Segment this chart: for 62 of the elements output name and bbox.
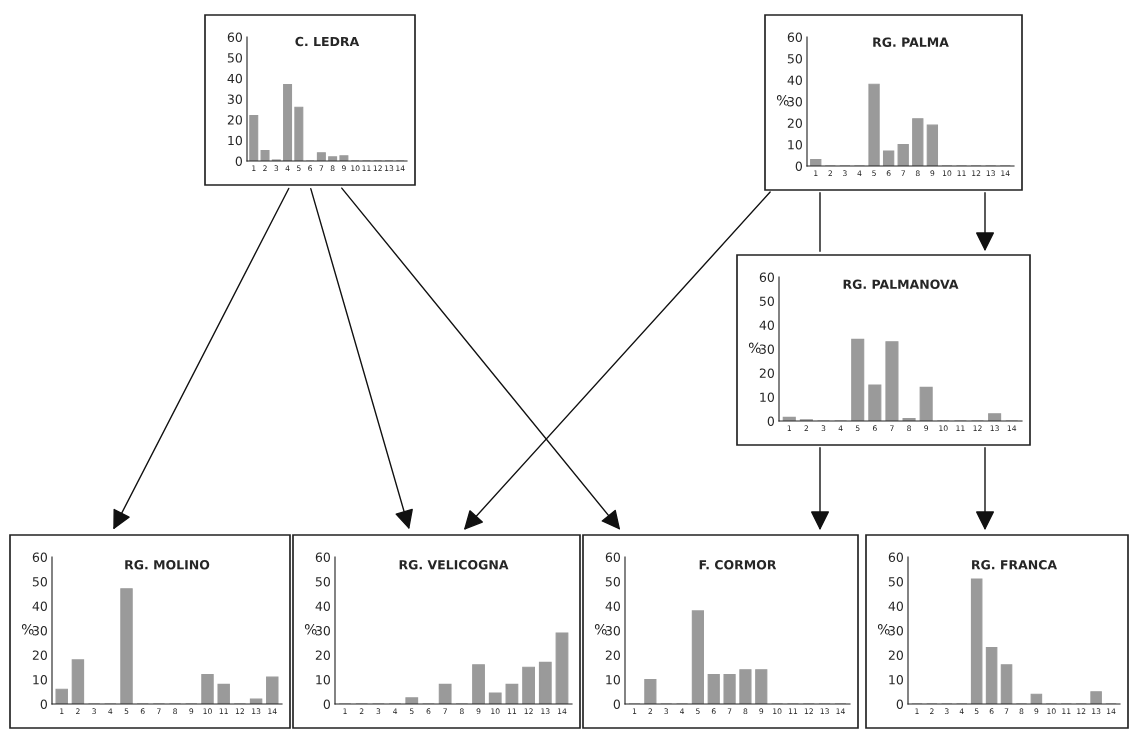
y-tick-label: 30 [605,625,620,636]
y-tick-label: 40 [888,601,903,611]
chart-title: RG. VELICOGNA [399,559,509,570]
chart-title: RG. PALMA [873,37,949,47]
y-tick-label: 60 [759,272,774,282]
y-tick-label: 10 [889,674,903,685]
y-tick-label: 10 [33,674,47,685]
y-tick-label: 0 [40,699,47,709]
y-tick-label: 0 [235,156,242,166]
y-tick-label: 60 [787,32,802,42]
y-tick-label: 10 [788,139,802,150]
chart-title: C. LEDRA [295,36,360,47]
y-tick-label: 60 [315,552,330,562]
y-axis-title: % [776,95,789,106]
y-tick-label: 30 [315,625,330,636]
y-tick-label: 40 [32,601,47,611]
y-tick-label: 20 [227,115,242,125]
chart-title: F. CORMOR [699,559,777,570]
y-tick-label: 20 [315,650,330,660]
y-tick-label: 40 [759,320,774,330]
y-tick-label: 50 [787,53,802,64]
y-tick-label: 20 [787,118,802,128]
y-tick-label: 40 [315,601,330,611]
y-tick-label: 20 [605,650,620,660]
y-tick-label: 60 [888,552,903,562]
y-tick-label: 20 [32,650,47,660]
y-tick-label: 50 [759,296,774,306]
y-tick-label: 30 [759,344,774,354]
y-tick-label: 60 [32,552,47,562]
chart-title: RG. MOLINO [125,559,210,570]
y-tick-label: 10 [760,392,774,402]
y-tick-label: 60 [227,32,242,42]
chart-title: RG. PALMANOVA [843,279,959,289]
y-tick-label: 10 [316,674,330,685]
y-tick-label: 50 [227,53,242,63]
y-tick-label: 10 [228,135,242,146]
y-tick-label: 50 [605,576,620,587]
y-tick-label: 0 [767,416,774,426]
y-tick-label: 50 [888,576,903,587]
y-tick-label: 30 [787,96,802,107]
y-axis-title: % [877,624,890,635]
y-tick-label: 50 [32,576,47,587]
chart-title: RG. FRANCA [972,559,1058,570]
y-tick-label: 50 [315,576,330,587]
y-axis-title: % [21,624,34,635]
y-tick-label: 30 [888,625,903,636]
y-tick-label: 40 [227,73,242,84]
y-tick-label: 40 [787,75,802,85]
y-tick-label: 20 [759,368,774,378]
y-axis-title: % [594,624,607,635]
y-tick-label: 20 [888,650,903,660]
y-tick-label: 0 [323,699,330,709]
y-tick-label: 10 [606,674,620,685]
y-tick-label: 30 [227,94,242,104]
y-tick-label: 0 [896,699,903,709]
y-tick-label: 0 [613,699,620,709]
y-tick-label: 60 [605,552,620,562]
y-tick-label: 40 [605,601,620,611]
y-tick-label: 30 [32,625,47,636]
y-tick-label: 0 [795,161,802,171]
y-axis-title: % [304,624,317,635]
y-axis-title: % [748,342,761,354]
